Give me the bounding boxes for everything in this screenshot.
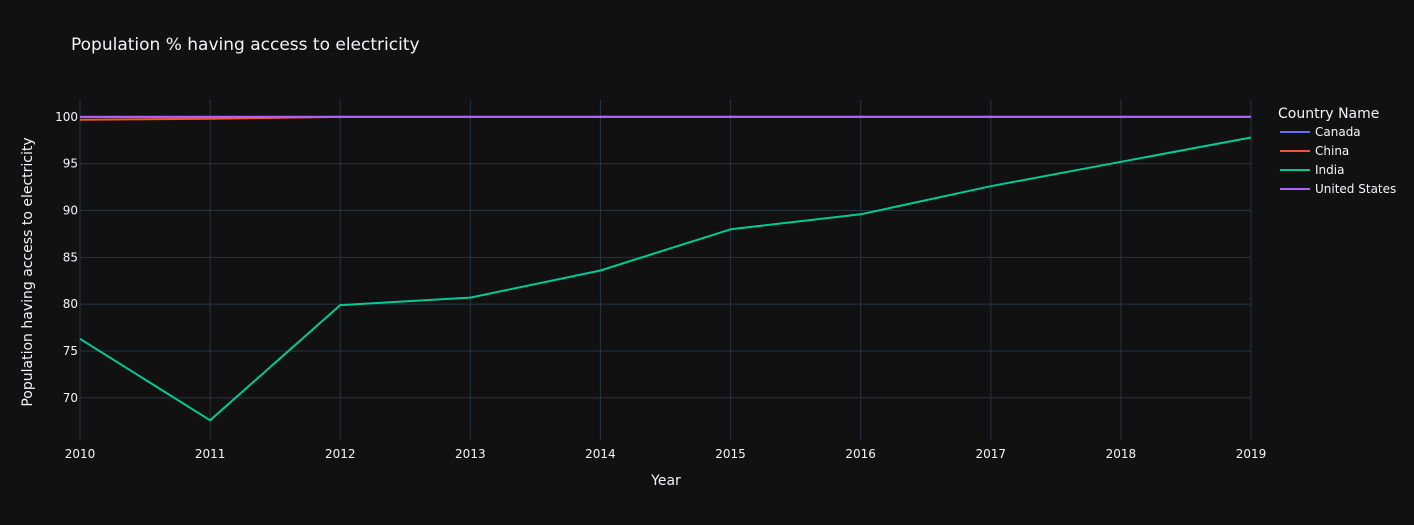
y-axis-ticks: 70 75 80 85 90 95 100: [55, 110, 78, 405]
legend-title: Country Name: [1278, 106, 1379, 122]
chart-title: Population % having access to electricit…: [71, 35, 420, 55]
y-tick-label: 95: [63, 157, 78, 171]
y-tick-label: 70: [63, 391, 78, 405]
y-tick-label: 75: [63, 344, 78, 358]
series-lines: [79, 115, 1252, 422]
x-tick-label: 2018: [1106, 447, 1137, 461]
legend-label: India: [1315, 163, 1344, 177]
legend-item-united-states[interactable]: United States: [1280, 182, 1396, 196]
legend-label: China: [1315, 144, 1349, 158]
legend-label: United States: [1315, 182, 1396, 196]
y-tick-label: 80: [63, 297, 78, 311]
x-tick-label: 2017: [976, 447, 1007, 461]
x-tick-label: 2015: [715, 447, 746, 461]
x-tick-label: 2016: [845, 447, 876, 461]
x-gridlines: [79, 100, 1252, 440]
legend-item-india[interactable]: India: [1280, 163, 1344, 177]
legend-label: Canada: [1315, 125, 1361, 139]
x-axis-title: Year: [650, 473, 681, 489]
y-tick-label: 90: [63, 204, 78, 218]
x-tick-label: 2019: [1236, 447, 1267, 461]
y-tick-label: 100: [55, 110, 78, 124]
x-axis-ticks: 2010 2011 2012 2013 2014 2015 2016 2017 2018 2019: [65, 447, 1267, 461]
y-tick-label: 85: [63, 250, 78, 264]
y-axis-title: Population having access to electricity: [20, 137, 36, 406]
x-tick-label: 2014: [585, 447, 616, 461]
legend-item-canada[interactable]: Canada: [1280, 125, 1361, 139]
x-tick-label: 2010: [65, 447, 96, 461]
legend-item-china[interactable]: China: [1280, 144, 1349, 158]
legend: Country Name Canada China India United Stat…: [1278, 106, 1396, 196]
y-gridlines: [80, 116, 1251, 399]
x-tick-label: 2011: [195, 447, 226, 461]
x-tick-label: 2012: [325, 447, 356, 461]
series-line-india: [79, 136, 1252, 422]
x-tick-label: 2013: [455, 447, 486, 461]
